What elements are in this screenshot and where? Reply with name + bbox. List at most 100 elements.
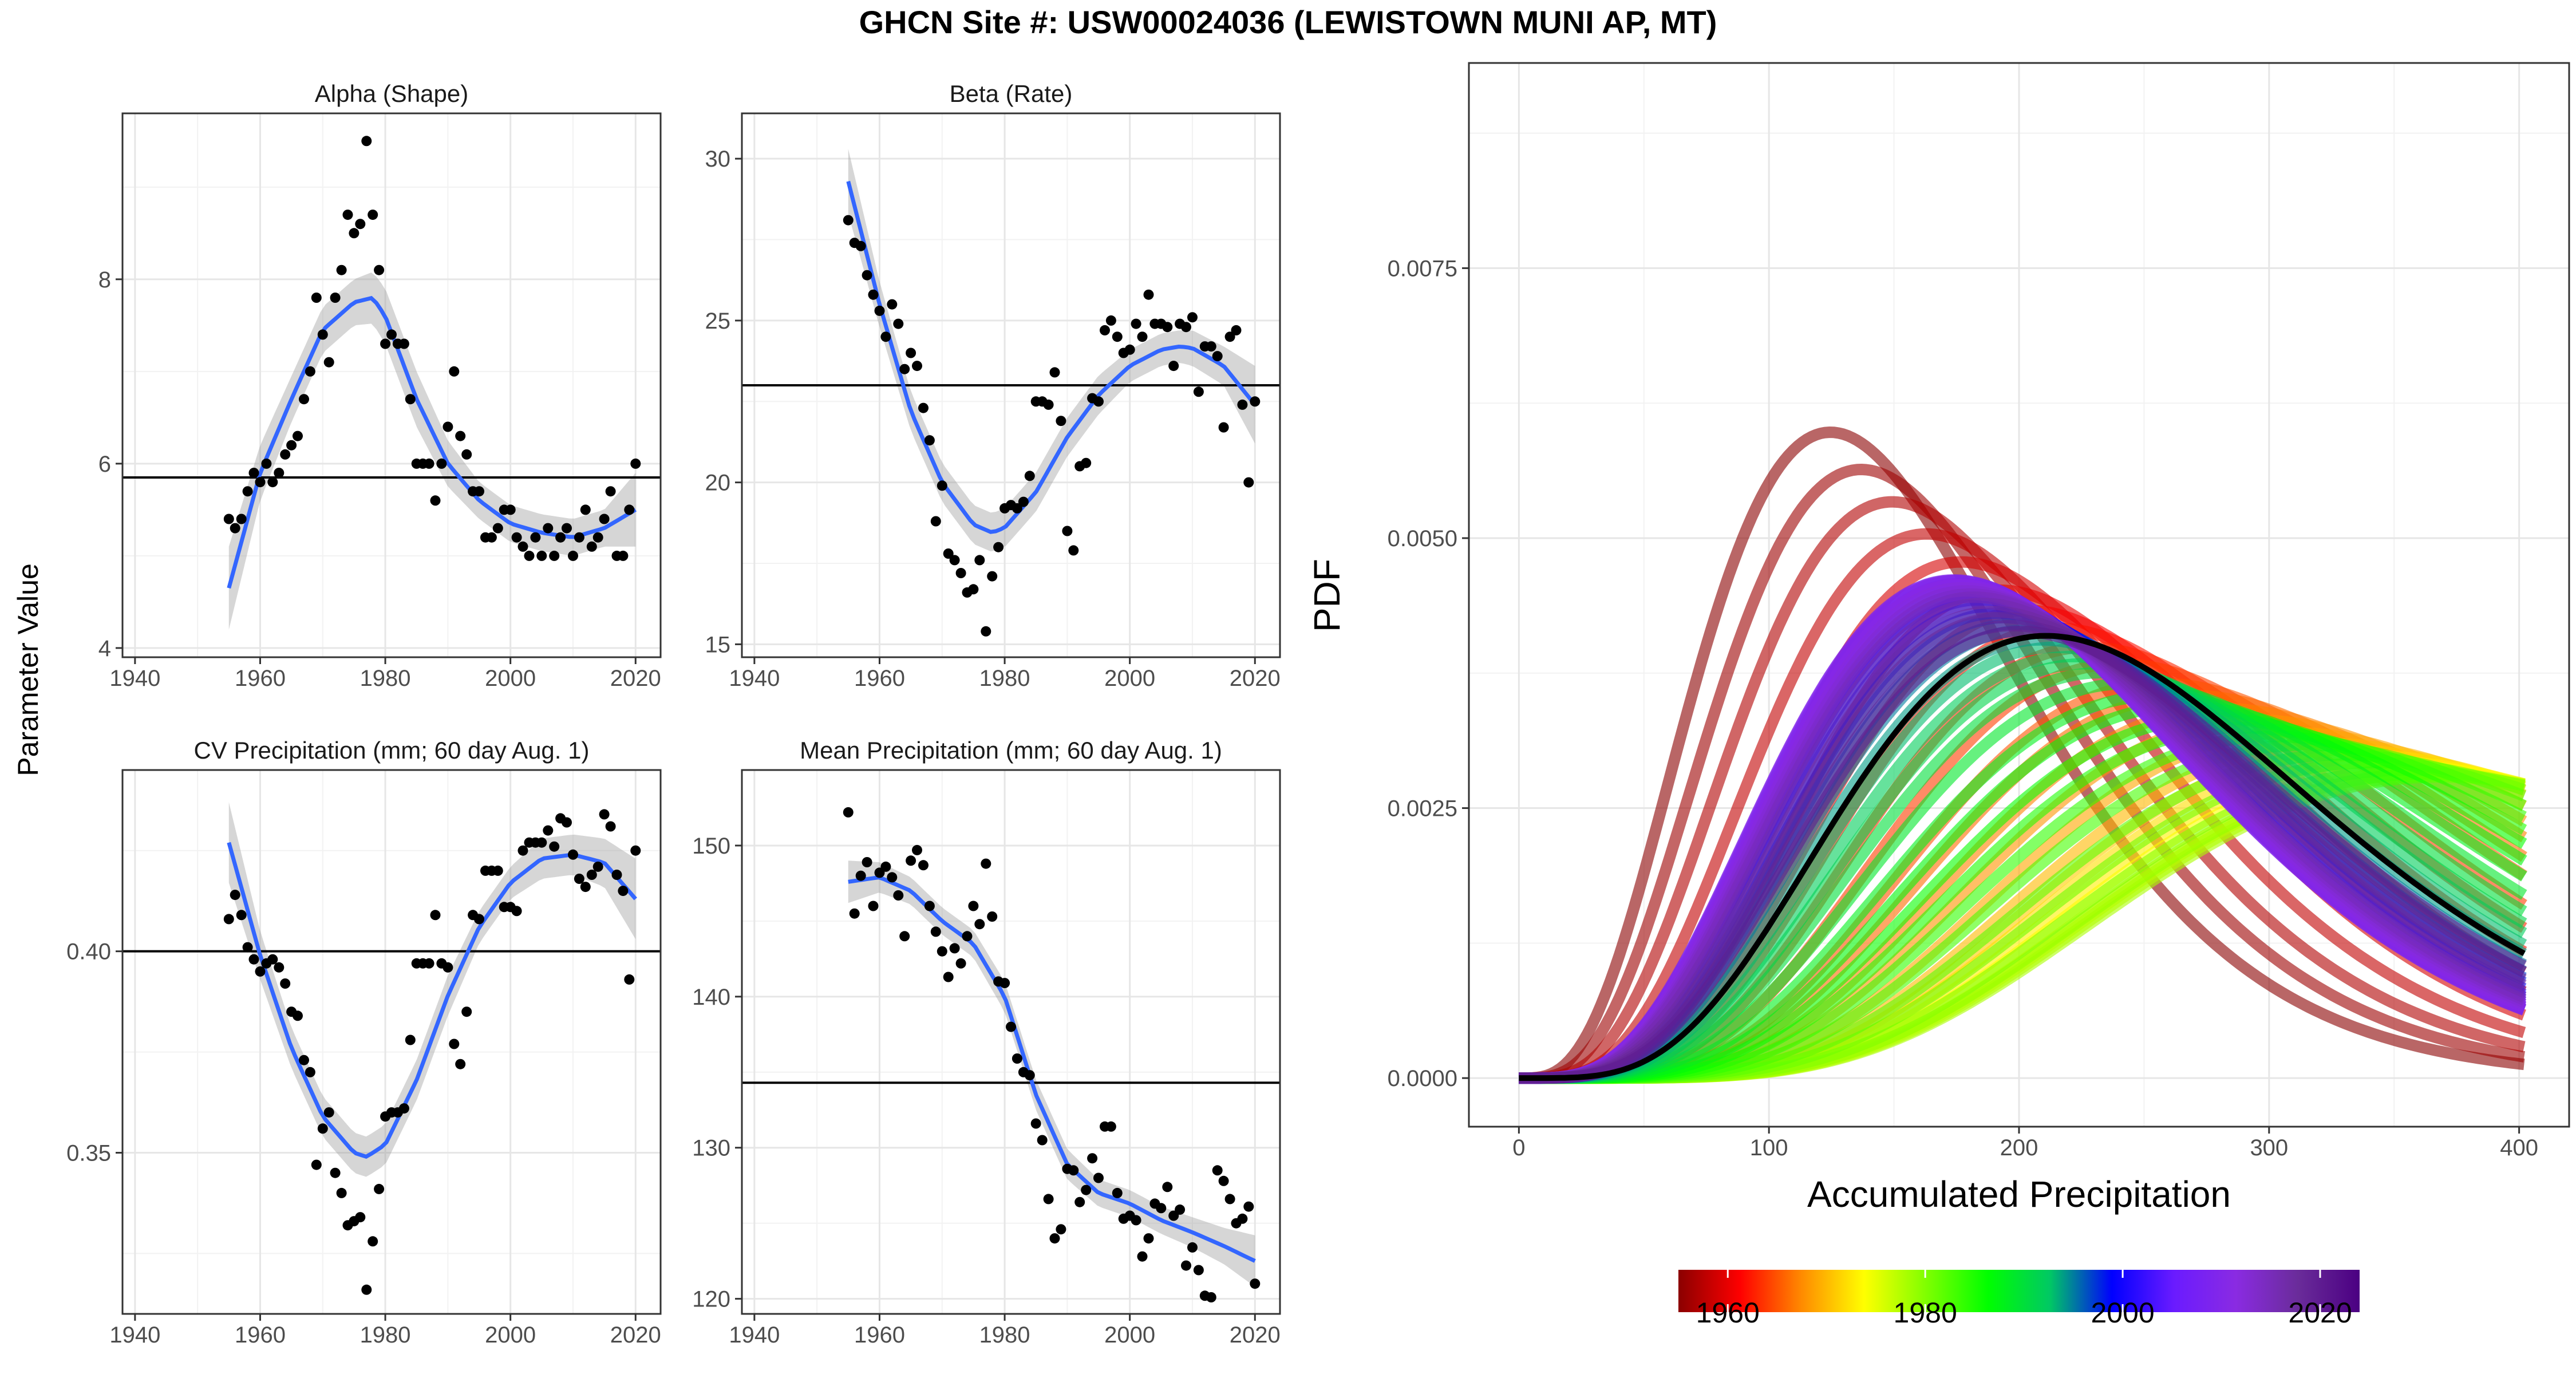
data-point: [887, 299, 898, 310]
trend-line: [846, 180, 1257, 534]
data-point: [1087, 1153, 1098, 1164]
data-point: [849, 908, 860, 919]
data-point: [317, 329, 328, 340]
data-point: [317, 1123, 328, 1134]
x-tick-label: 100: [1750, 1135, 1788, 1160]
data-point: [323, 1107, 334, 1118]
data-point: [311, 293, 322, 303]
data-point: [843, 807, 854, 818]
data-point: [1193, 1265, 1204, 1276]
data-point: [1030, 1118, 1041, 1129]
panel-background: [123, 770, 661, 1314]
data-point: [299, 394, 309, 405]
data-point: [930, 516, 941, 527]
y-tick-label: 140: [692, 985, 730, 1010]
x-tick-label: 1980: [979, 666, 1030, 691]
data-point: [1074, 1197, 1085, 1207]
data-point: [293, 431, 303, 441]
data-point: [330, 293, 341, 303]
y-tick-label: 130: [692, 1136, 730, 1161]
data-point: [1062, 526, 1073, 536]
plot-area: [742, 149, 1280, 637]
data-point: [242, 942, 253, 953]
x-tick-label: 2000: [485, 666, 536, 691]
data-point: [918, 860, 929, 871]
data-point: [630, 845, 641, 856]
trend-line: [227, 295, 637, 589]
data-point: [993, 542, 1004, 552]
x-tick-label: 1960: [854, 666, 905, 691]
x-tick-label: 2020: [1230, 1322, 1281, 1348]
data-point: [311, 1159, 322, 1170]
data-point: [887, 872, 898, 883]
panel-border: [121, 769, 662, 1315]
data-point: [536, 550, 547, 561]
data-point: [330, 1167, 341, 1178]
data-point: [255, 477, 266, 488]
y-tick-label: 20: [705, 471, 731, 496]
data-point: [1206, 1292, 1216, 1302]
data-point: [1100, 325, 1110, 335]
panel-beta: 1940 1960 1980 2000 2020 15 20 25 30 Beta (Rate): [705, 80, 1281, 691]
data-point: [248, 468, 259, 478]
pdf-chart: 0 100 200 300 400 0.0000 0.0025 0.0050 0.0075 Acc…: [1306, 62, 2570, 1215]
colorbar-tick-label: 2020: [2288, 1297, 2352, 1329]
data-point: [230, 890, 240, 901]
data-point: [574, 874, 584, 884]
pdf-mean-curve: [1519, 633, 2526, 1081]
data-point: [611, 870, 622, 880]
x-tick-label: 1960: [235, 1322, 286, 1348]
data-point: [592, 861, 603, 872]
data-point: [280, 449, 291, 460]
x-tick-label: 400: [2500, 1135, 2538, 1160]
y-tick-label: 0.0075: [1388, 256, 1457, 281]
data-point: [605, 486, 616, 497]
data-point: [1212, 1165, 1223, 1176]
data-point: [242, 486, 253, 497]
data-point: [492, 523, 503, 534]
data-point: [1212, 351, 1223, 362]
panel-border: [741, 769, 1281, 1315]
data-point: [255, 966, 266, 977]
data-point: [580, 504, 591, 515]
data-point: [517, 541, 528, 552]
data-point: [380, 338, 391, 349]
x-tick-label: 2020: [610, 666, 661, 691]
data-point: [968, 901, 979, 911]
data-point: [549, 841, 560, 852]
axes: 1940 1960 1980 2000 2020 15 20 25 30: [705, 147, 1281, 691]
data-point: [893, 318, 904, 329]
data-point: [474, 486, 484, 497]
data-point: [974, 555, 985, 566]
x-tick-label: 0: [1512, 1135, 1525, 1160]
data-point: [1231, 325, 1242, 335]
data-point: [436, 458, 447, 469]
data-point: [368, 210, 378, 220]
y-tick-label: 6: [98, 452, 111, 477]
plot-area: [123, 136, 661, 630]
data-point: [1081, 1185, 1092, 1195]
data-point: [987, 571, 998, 582]
data-point: [223, 514, 234, 524]
panel-title: Beta (Rate): [950, 80, 1073, 107]
data-point: [949, 555, 960, 566]
pdf-curve-2020: [1518, 626, 2527, 1084]
data-point: [1137, 331, 1148, 342]
data-point: [1250, 1278, 1261, 1289]
data-point: [880, 861, 891, 872]
data-point: [236, 910, 247, 921]
data-point: [449, 366, 460, 377]
data-point: [1012, 503, 1022, 514]
data-point: [968, 584, 979, 595]
panel-alpha: 1940 1960 1980 2000 2020 4 6 8 Alpha (Shape): [98, 80, 662, 691]
y-tick-label: 150: [692, 834, 730, 859]
pdf-y-axis-label: PDF: [1306, 559, 1348, 632]
data-point: [374, 1183, 385, 1194]
data-point: [511, 532, 522, 543]
x-tick-label: 1980: [360, 1322, 411, 1348]
data-point: [912, 844, 922, 855]
data-point: [1093, 1172, 1104, 1183]
data-point: [1243, 1201, 1254, 1212]
data-point: [955, 568, 966, 578]
data-point: [1018, 496, 1029, 507]
